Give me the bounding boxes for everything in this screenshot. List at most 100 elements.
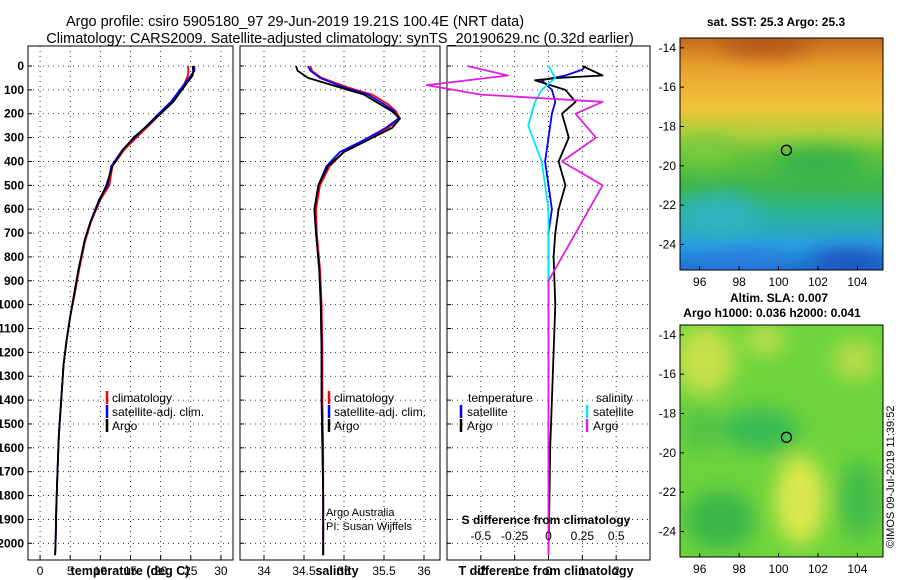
sst-blue-patch	[695, 252, 785, 270]
sst-map: sat. SST: 25.3 Argo: 25.3 96 98 100 102 104 -…	[659, 15, 884, 289]
title-line2: Climatology: CARS2009. Satellite-adjuste…	[46, 31, 634, 47]
depth-tick-label: 2000	[0, 536, 24, 550]
legend-title-temperature: temperature	[468, 391, 533, 405]
salinity-xtick-label: 35	[337, 564, 351, 578]
credit-line1: Argo Australia	[326, 507, 395, 519]
legend-label-argo: Argo	[112, 419, 138, 433]
temperature-xtick-label: 15	[124, 564, 138, 578]
map-xtick-label: 100	[769, 562, 789, 576]
depth-tick-label: 1000	[0, 298, 24, 312]
depth-tick-label: 300	[4, 131, 24, 145]
sla-map-subtitle: Argo h1000: 0.036 h2000: 0.041	[683, 306, 861, 320]
sst-argo-marker	[780, 144, 793, 156]
legend-label-t-argo: Argo	[467, 419, 493, 433]
map-ytick-label: -20	[659, 159, 677, 173]
depth-tick-label: 1800	[0, 489, 24, 503]
depth-tick-label: 1700	[0, 465, 24, 479]
sla-low-patch-e	[838, 460, 882, 540]
sla-mid-patch-w	[680, 405, 720, 455]
map-ytick-label: -22	[659, 485, 677, 499]
map-ytick-label: -24	[659, 524, 677, 538]
salinity-xtick-label: 34.5	[292, 564, 316, 578]
depth-tick-label: 1500	[0, 417, 24, 431]
salinity-series-argo	[295, 65, 401, 556]
map-xtick-label: 98	[732, 562, 746, 576]
title-line1: Argo profile: csiro 5905180_97 29-Jun-20…	[66, 14, 524, 30]
depth-tick-label: 500	[4, 178, 24, 192]
temperature-xtick-label: 0	[37, 564, 44, 578]
sla-high-patch-ne	[833, 340, 877, 380]
imos-watermark: ©IMOS 09-Jul-2019 11:39:52	[885, 406, 897, 548]
salinity-xtick-label: 34	[257, 564, 271, 578]
difference-panel: -2 -1 0 1 2 -0.5 -0.25 0 0.25 0.5	[425, 45, 651, 578]
sla-high-patch-s	[775, 455, 825, 545]
depth-tick-label: 400	[4, 154, 24, 168]
salinity-frame	[239, 45, 441, 561]
difference-xtick-label: -1	[509, 564, 520, 578]
difference-series-s-argo	[425, 65, 604, 556]
depth-tick-label: 100	[4, 83, 24, 97]
temperature-legend: climatology satellite-adj. clim. Argo	[105, 391, 204, 433]
map-ytick-label: -16	[659, 367, 677, 381]
depth-tick-label: 1300	[0, 369, 24, 383]
map-ytick-label: -14	[659, 41, 677, 55]
difference-series-t-argo	[534, 65, 604, 556]
depth-tick-label: 1200	[0, 345, 24, 359]
depth-tick-label: 200	[4, 107, 24, 121]
map-ytick-label: -18	[659, 406, 677, 420]
credit-line2: PI: Susan Wijffels	[326, 521, 412, 533]
legend-label-satellite: satellite-adj. clim.	[112, 405, 204, 419]
s-diff-tick-label: 0	[545, 529, 552, 543]
s-diff-tick-label: 0.25	[571, 529, 595, 543]
sst-deep-blue-patch	[810, 250, 883, 270]
legend-label-s-satellite: satellite	[593, 405, 634, 419]
difference-xlabel: T difference from climatology	[458, 564, 633, 578]
legend-label-climatology: climatology	[112, 391, 172, 405]
map-xtick-label: 96	[693, 275, 707, 289]
difference-xtick-label: -2	[475, 564, 486, 578]
depth-tick-label: 1600	[0, 441, 24, 455]
difference-xtick-label: 2	[613, 564, 620, 578]
temperature-series-climatology	[54, 65, 190, 556]
s-difference-label: S difference from climatology	[462, 513, 631, 527]
salinity-xlabel: salinity	[315, 564, 358, 578]
legend-label-climatology: climatology	[334, 391, 394, 405]
sla-map: Altim. SLA: 0.007 Argo h1000: 0.036 h200…	[659, 291, 884, 576]
temperature-xtick-label: 10	[94, 564, 108, 578]
salinity-panel: 34 34.5 35 35.5 36	[239, 45, 441, 578]
sst-light-patch	[680, 136, 735, 164]
temperature-xtick-label: 5	[67, 564, 74, 578]
difference-legend: temperature satellite Argo salinity sate…	[459, 391, 634, 527]
temperature-xtick-label: 20	[154, 564, 168, 578]
temperature-frame	[27, 45, 234, 561]
temperature-panel: 0 5 10 15 20 25 30	[27, 45, 234, 578]
salinity-xtick-label: 36	[417, 564, 431, 578]
depth-tick-label: 900	[4, 274, 24, 288]
sst-map-title: sat. SST: 25.3 Argo: 25.3	[707, 15, 846, 29]
depth-axis: 0 100 200 300 400 500 600 700 800 900 1000 1100 1200…	[0, 59, 24, 550]
map-xtick-label: 104	[847, 562, 867, 576]
difference-xtick-label: 1	[579, 564, 586, 578]
depth-tick-label: 1100	[0, 322, 24, 336]
sst-warm-patch	[720, 38, 810, 56]
s-diff-tick-label: 0.5	[608, 529, 625, 543]
legend-label-t-satellite: satellite	[467, 405, 508, 419]
temperature-xtick-label: 25	[184, 564, 198, 578]
difference-xtick-label: 0	[545, 564, 552, 578]
legend-label-argo: Argo	[334, 419, 360, 433]
map-xtick-label: 96	[693, 562, 707, 576]
map-ytick-label: -18	[659, 119, 677, 133]
sla-map-frame	[679, 324, 884, 558]
legend-title-salinity: salinity	[596, 391, 633, 405]
map-ytick-label: -14	[659, 328, 677, 342]
sla-patches	[680, 325, 882, 550]
sla-high-patch-n	[747, 326, 783, 354]
depth-tick-label: 1400	[0, 393, 24, 407]
legend-label-satellite: satellite-adj. clim.	[334, 405, 426, 419]
sst-axes: 96 98 100 102 104 -14 -16 -18 -20 -22 -24	[659, 41, 868, 289]
temperature-series-satellite-adj-clim-	[54, 66, 196, 556]
map-xtick-label: 98	[732, 275, 746, 289]
temperature-series-argo	[54, 65, 195, 556]
